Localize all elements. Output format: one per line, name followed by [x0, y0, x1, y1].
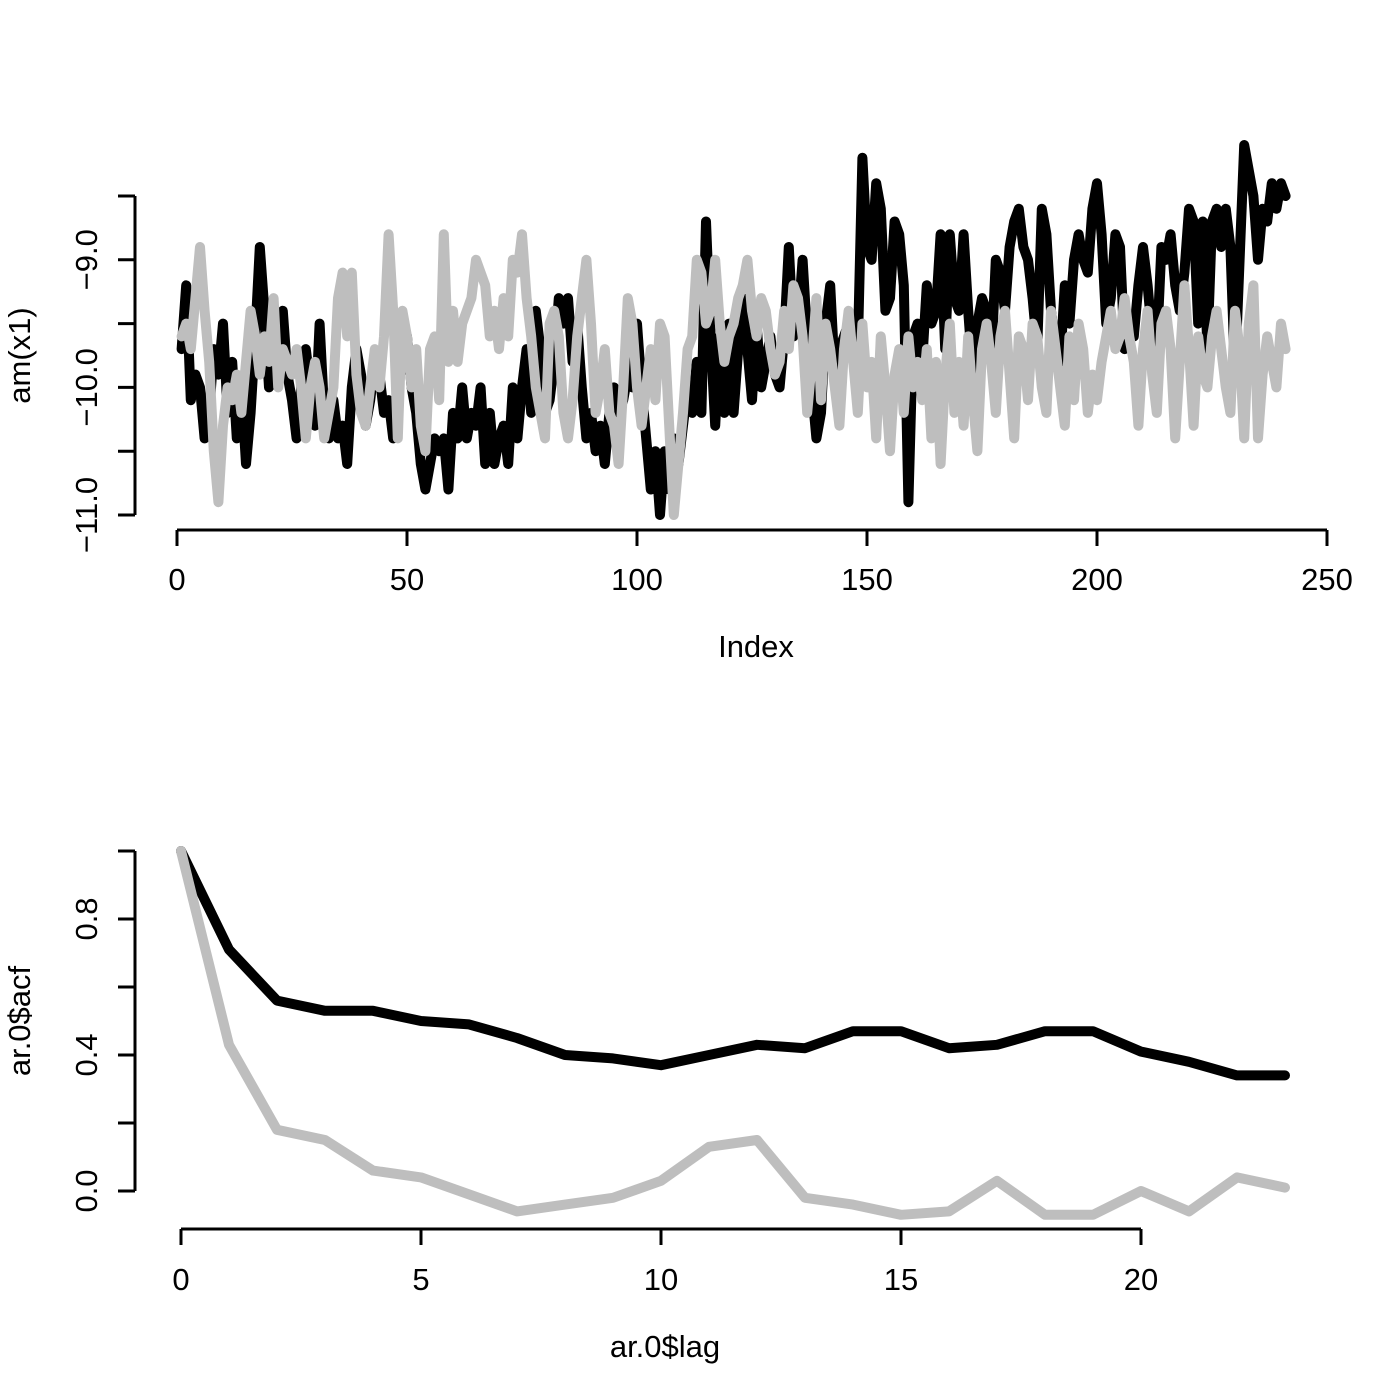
panel-acf: 0 5 10 15 20 ar.0$lag 0.0 0.4 0.8 ar.0$acf: [2, 846, 1290, 1364]
x-tick-label: 200: [1071, 562, 1123, 597]
x-tick-label: 50: [390, 562, 424, 597]
x-tick-label: 100: [611, 562, 663, 597]
x-tick-label: 250: [1301, 562, 1353, 597]
y-tick-label: 0.8: [69, 897, 104, 940]
x-axis-title: Index: [718, 629, 794, 664]
y-tick-label: 0.4: [69, 1033, 104, 1076]
y-axis-title: am(x1): [2, 307, 37, 403]
panel-time-series: 0 50 100 150 200 250 Index −11.0 −10.0 −9.0 am(x1): [2, 140, 1353, 664]
series-line-black: [176, 846, 1290, 1081]
x-tick-label: 0: [168, 562, 185, 597]
y-tick-label: −9.0: [69, 229, 104, 290]
y-tick-label: −10.0: [69, 348, 104, 426]
x-axis-title: ar.0$lag: [610, 1329, 720, 1364]
x-tick-label: 150: [841, 562, 893, 597]
series-line-grey: [176, 846, 1290, 1220]
y-tick-label: 0.0: [69, 1169, 104, 1212]
x-tick-label: 5: [412, 1262, 429, 1297]
y-tick-label: −11.0: [69, 477, 104, 553]
x-tick-label: 0: [172, 1262, 189, 1297]
x-tick-label: 15: [884, 1262, 918, 1297]
x-tick-label: 10: [644, 1262, 678, 1297]
y-axis-title: ar.0$acf: [2, 965, 37, 1076]
series-line-grey: [176, 229, 1291, 520]
x-tick-label: 20: [1124, 1262, 1158, 1297]
